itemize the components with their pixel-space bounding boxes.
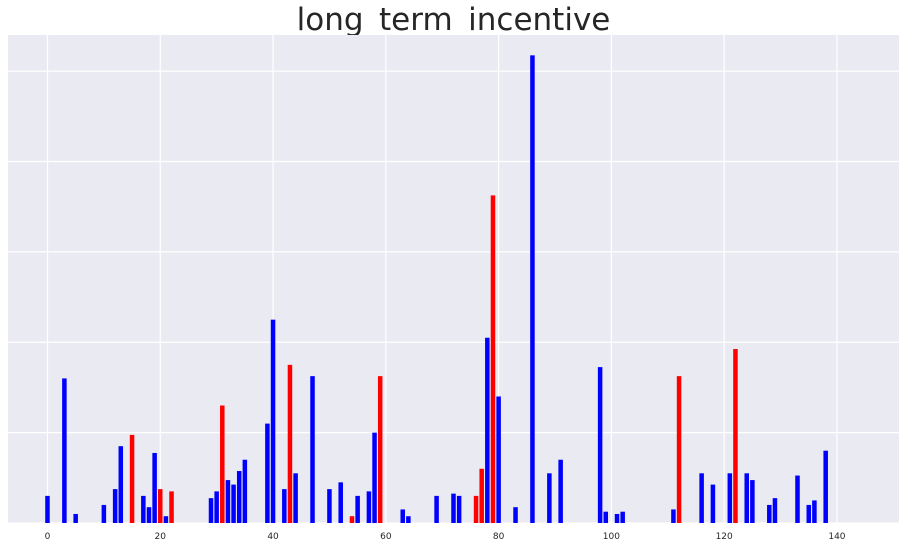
bar [710,484,716,523]
bar [45,495,50,523]
bar [456,495,462,523]
chart-title: long_term_incentive [296,2,611,38]
bar [112,489,118,523]
bar [327,489,332,523]
bar [220,405,225,523]
plot-background [8,35,899,523]
bar [547,473,552,523]
bar [242,459,248,523]
bar [676,376,682,523]
bar [214,491,219,523]
bar [750,480,755,523]
bar [812,500,817,523]
bar [208,498,214,523]
bar [490,195,496,523]
bar [355,495,360,523]
bar [496,396,501,523]
bar [620,511,625,523]
bar [558,459,563,523]
x-tick-label: 100 [603,532,620,542]
bar [129,434,135,523]
bar [118,446,124,523]
bar [377,376,383,523]
bar [406,516,411,523]
bar [158,489,163,523]
bar [727,473,733,523]
bar [236,471,242,523]
bar [231,484,236,523]
bar [823,450,828,523]
x-tick-label: 60 [380,532,392,542]
bar [265,423,270,523]
bar [366,491,372,523]
x-tick-label: 0 [45,532,51,542]
bar [282,489,287,523]
bar [310,376,315,523]
x-tick-label: 20 [155,532,167,542]
bar [146,507,152,523]
bar [62,378,67,523]
bar [597,367,603,523]
bar [225,480,231,523]
bar [400,509,406,523]
bar [485,337,490,523]
bar [671,509,676,523]
bar [603,511,609,523]
bar [141,495,146,523]
bar [349,516,355,523]
bar [451,493,456,523]
x-tick-label: 80 [493,532,505,542]
x-tick-label: 120 [716,532,733,542]
bar [163,516,169,523]
bar [338,482,343,523]
bar [372,432,377,523]
bar [293,473,298,523]
bar [806,504,812,523]
bar [733,349,738,523]
bar [287,364,293,523]
bar [473,495,479,523]
bar [169,491,174,523]
bar [530,55,535,523]
bar [479,468,484,523]
bar [795,475,800,523]
bar [767,504,772,523]
bar [699,473,704,523]
bar [744,473,749,523]
bar [614,513,620,523]
x-tick-label: 140 [828,532,845,542]
bar [513,507,518,523]
x-tick-label: 40 [267,532,279,542]
bar [152,452,157,523]
bar [101,504,107,523]
bar [772,498,778,523]
bar [270,319,276,523]
bar [73,513,78,523]
bar [434,495,439,523]
